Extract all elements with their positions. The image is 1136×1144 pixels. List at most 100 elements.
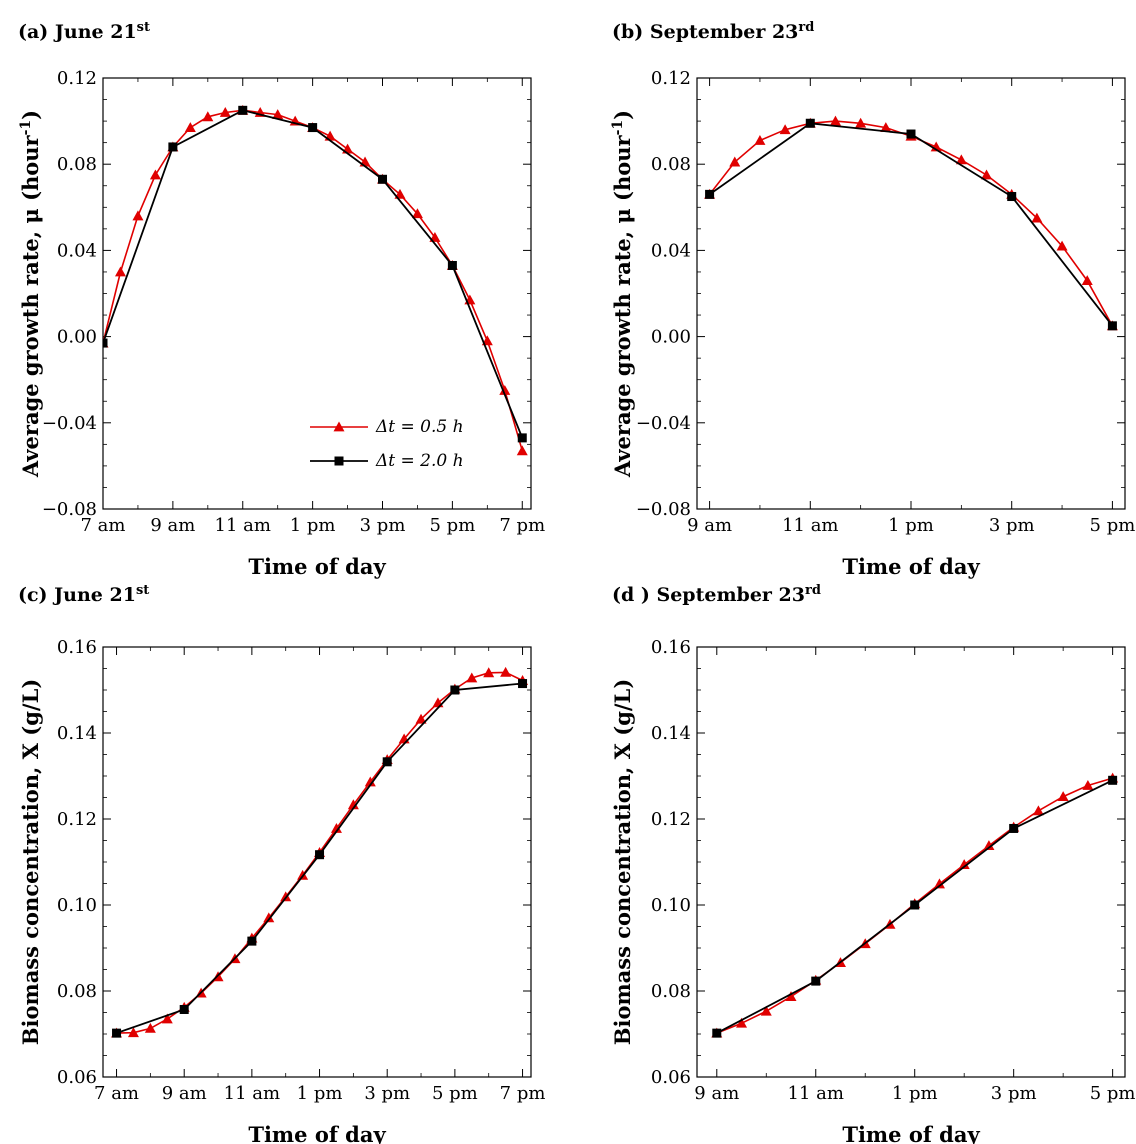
marker-triangle <box>1081 275 1093 285</box>
y-tick-label: 0.06 <box>57 1067 97 1088</box>
marker-triangle <box>736 1017 748 1028</box>
marker-square <box>447 260 457 270</box>
y-axis-title: Average growth rate, μ (hour-1) <box>610 110 635 478</box>
x-tick-label: 3 pm <box>360 515 406 536</box>
marker-triangle <box>754 134 766 145</box>
marker-triangle <box>114 266 126 277</box>
y-axis-title-superscript: -1 <box>18 120 34 136</box>
marker-square <box>518 679 528 689</box>
marker-square <box>811 976 821 986</box>
marker-triangle <box>500 666 512 677</box>
x-axis-title: Time of day <box>842 1122 980 1144</box>
marker-square <box>179 1004 189 1014</box>
y-axis-title-text: Average growth rate, μ (hour <box>18 134 43 478</box>
y-tick-label: 0.10 <box>651 895 691 916</box>
y-tick-label: −0.04 <box>42 413 97 434</box>
marker-triangle <box>127 1027 139 1038</box>
series-line-dt-2-0h <box>709 122 1114 327</box>
marker-triangle <box>1056 240 1068 251</box>
x-axis-title: Time of day <box>248 554 386 579</box>
marker-triangle <box>785 991 797 1001</box>
marker-triangle <box>132 210 144 221</box>
legend: Δt = 0.5 h Δt = 2.0 h <box>310 417 464 471</box>
legend-label-dt-0-5h: Δt = 0.5 h <box>375 417 464 437</box>
x-tick-label: 5 pm <box>1090 515 1136 536</box>
marker-triangle <box>516 445 528 456</box>
chart-panel-d: (d ) September 23rd 0.06 0.08 0.10 0.12 0.14 0… <box>610 583 1136 1144</box>
x-tick-label: 11 am <box>224 1083 280 1104</box>
x-tick-label: 11 am <box>215 515 271 536</box>
marker-triangle <box>219 106 231 117</box>
y-tick-label: 0.06 <box>651 1067 691 1088</box>
y-tick-label: 0.08 <box>651 981 691 1002</box>
marker-triangle <box>983 840 995 851</box>
y-tick-label: 0.00 <box>57 327 97 348</box>
y-tick-label: 0.04 <box>651 240 691 261</box>
y-tick-label: 0.12 <box>57 809 97 830</box>
x-tick-label: 9 am <box>687 515 732 536</box>
marker-triangle <box>483 667 495 678</box>
marker-triangle <box>202 111 214 122</box>
legend-marker-square <box>334 456 344 466</box>
marker-square <box>238 105 248 115</box>
chart-panel-c: (c) June 21st 0.06 0.08 0.10 0.12 0.14 0.16 7 a… <box>18 583 545 1144</box>
marker-triangle <box>1057 791 1069 802</box>
y-tick-label: 0.16 <box>651 637 691 658</box>
y-tick-label: 0.14 <box>651 723 691 744</box>
y-axis-title: Average growth rate, μ (hour-1) <box>18 110 43 478</box>
y-tick-label: 0.16 <box>57 637 97 658</box>
marker-square <box>378 174 388 184</box>
marker-triangle <box>359 156 371 167</box>
marker-square <box>1007 192 1017 202</box>
panel-title: (b) September 23rd <box>612 20 814 43</box>
marker-triangle <box>411 208 423 219</box>
marker-square <box>382 757 392 767</box>
marker-triangle <box>1032 805 1044 816</box>
marker-triangle <box>415 713 427 724</box>
x-tick-label: 9 am <box>694 1083 739 1104</box>
marker-triangle <box>466 672 478 683</box>
plot-frame <box>696 646 1126 1078</box>
marker-triangle <box>933 878 945 889</box>
legend-label-dt-2-0h: Δt = 2.0 h <box>375 451 464 471</box>
x-tick-label: 7 am <box>94 1083 139 1104</box>
y-axis-title-text: Average growth rate, μ (hour <box>610 134 635 478</box>
x-tick-label: 5 pm <box>1090 1083 1136 1104</box>
marker-triangle <box>779 124 791 135</box>
x-tick-label: 1 pm <box>892 1083 938 1104</box>
marker-square <box>247 936 257 946</box>
plot-frame <box>102 646 532 1078</box>
marker-square <box>168 142 178 152</box>
marker-triangle <box>280 891 292 902</box>
marker-triangle <box>184 122 196 132</box>
marker-triangle <box>272 109 284 120</box>
x-tick-label: 7 pm <box>500 1083 546 1104</box>
marker-square <box>450 685 460 695</box>
y-tick-label: 0.14 <box>57 723 97 744</box>
x-axis-title: Time of day <box>842 554 980 579</box>
marker-triangle <box>263 912 275 923</box>
marker-square <box>315 850 325 860</box>
x-tick-label: 9 am <box>162 1083 207 1104</box>
x-tick-label: 11 am <box>788 1083 844 1104</box>
x-tick-label: 3 pm <box>991 1083 1037 1104</box>
marker-square <box>805 118 815 128</box>
marker-triangle <box>955 154 967 165</box>
y-axis-title-close: ) <box>610 110 635 120</box>
panel-title: (d ) September 23rd <box>612 583 821 606</box>
y-tick-label: 0.08 <box>57 981 97 1002</box>
marker-triangle <box>1031 212 1043 223</box>
marker-triangle <box>880 122 892 132</box>
y-tick-label: 0.12 <box>57 68 97 89</box>
x-tick-label: 3 pm <box>364 1083 410 1104</box>
x-tick-label: 7 am <box>81 515 126 536</box>
marker-square <box>1108 775 1118 785</box>
legend-marker-triangle <box>333 421 345 432</box>
marker-triangle <box>330 822 342 833</box>
plot-area <box>711 772 1119 1038</box>
marker-triangle <box>1082 779 1094 790</box>
x-tick-label: 3 pm <box>989 515 1035 536</box>
marker-triangle <box>297 869 309 880</box>
y-tick-label: 0.12 <box>651 809 691 830</box>
